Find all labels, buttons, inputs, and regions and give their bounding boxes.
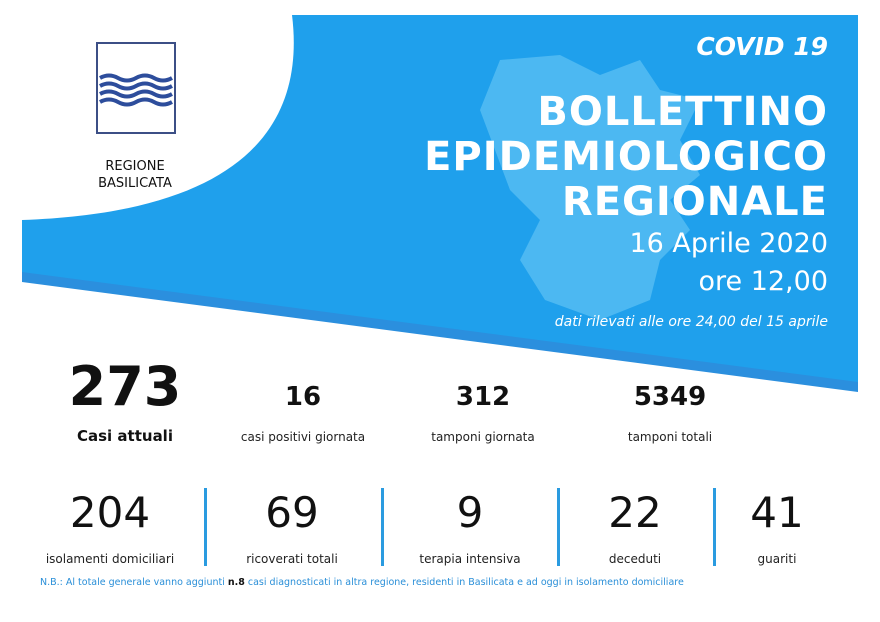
separator (204, 488, 207, 566)
title-line: EPIDEMIOLOGICO (424, 134, 828, 180)
header-stripe (22, 270, 858, 392)
stat-label: tamponi giornata (431, 430, 535, 444)
header-title: BOLLETTINO EPIDEMIOLOGICO REGIONALE (424, 90, 828, 225)
main-label: Casi attuali (77, 427, 173, 445)
footnote-bold: n.8 (227, 577, 245, 588)
detail-label: terapia intensiva (419, 552, 521, 566)
header-time: ore 12,00 (698, 266, 828, 297)
title-line: REGIONALE (561, 179, 828, 225)
region-map (480, 55, 700, 320)
header-note: dati rilevati alle ore 24,00 del 15 apri… (554, 314, 828, 330)
main-value: 273 (68, 355, 182, 418)
footnote-text: N.B.: Al totale generale vanno aggiunti (40, 577, 228, 588)
detail-value: 9 (456, 488, 484, 537)
footnote: N.B.: Al totale generale vanno aggiunti … (40, 577, 684, 588)
detail-value: 69 (265, 488, 319, 537)
stat-label: casi positivi giornata (240, 430, 366, 444)
stat-value: 312 (455, 382, 511, 412)
separator (713, 488, 716, 566)
region-crest (96, 42, 176, 134)
detail-label: guariti (757, 552, 797, 566)
footnote-text: casi diagnosticati in altra regione, res… (244, 577, 684, 588)
region-name: REGIONE BASILICATA (60, 158, 210, 192)
header-tag: COVID 19 (696, 32, 828, 61)
stat-value: 5349 (633, 382, 707, 412)
detail-label: isolamenti domiciliari (45, 552, 175, 566)
region-name-line: BASILICATA (98, 176, 172, 191)
stat-value: 16 (284, 382, 322, 412)
title-line: BOLLETTINO (537, 89, 828, 135)
detail-label: ricoverati totali (246, 552, 338, 566)
detail-value: 41 (750, 488, 804, 537)
separator (381, 488, 384, 566)
detail-value: 204 (69, 488, 151, 537)
region-name-line: REGIONE (105, 159, 165, 174)
separator (557, 488, 560, 566)
detail-value: 22 (608, 488, 662, 537)
detail-label: deceduti (608, 552, 662, 566)
stat-label: tamponi totali (627, 430, 713, 444)
header-date: 16 Aprile 2020 (629, 228, 828, 259)
